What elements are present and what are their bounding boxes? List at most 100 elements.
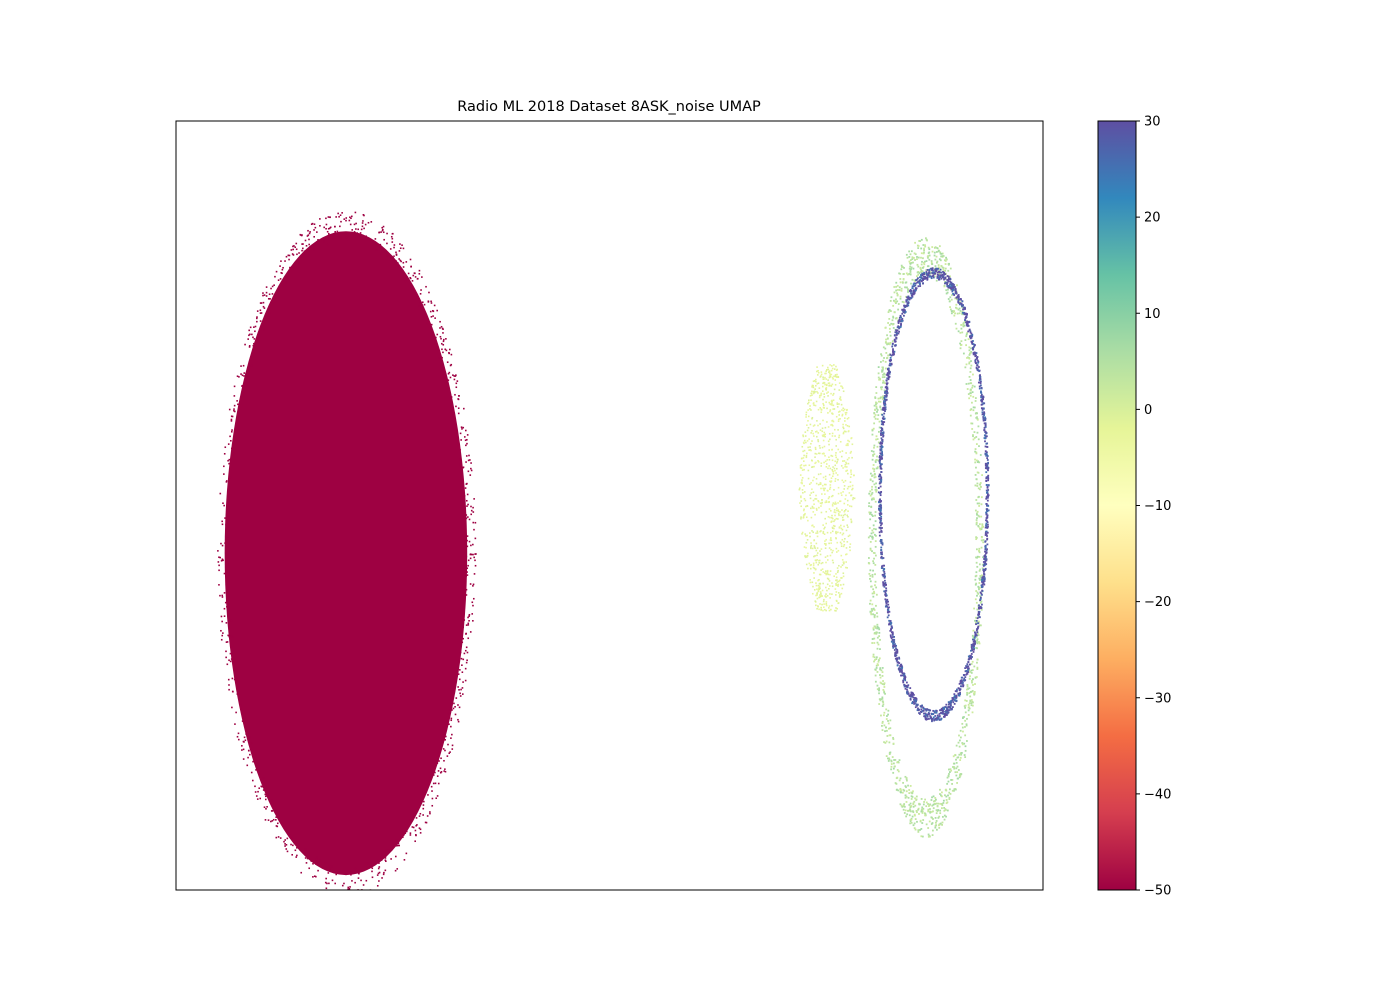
data-point — [910, 805, 913, 807]
data-point — [439, 335, 442, 338]
data-point — [359, 892, 361, 894]
data-point — [337, 212, 339, 215]
data-point — [805, 505, 807, 508]
data-point — [876, 410, 878, 413]
data-point — [809, 423, 812, 426]
data-point — [819, 573, 822, 576]
data-point — [835, 503, 837, 505]
data-point — [431, 804, 434, 807]
data-point — [348, 887, 351, 890]
data-point — [910, 821, 913, 824]
data-point — [924, 708, 927, 711]
data-point — [968, 397, 971, 400]
data-point — [909, 802, 912, 805]
data-point — [945, 256, 947, 259]
data-point — [846, 418, 849, 420]
data-point — [908, 789, 911, 791]
data-point — [818, 452, 820, 455]
data-point — [873, 660, 875, 663]
data-point — [985, 476, 988, 479]
data-point — [972, 395, 975, 398]
data-point — [270, 820, 272, 823]
data-point — [957, 295, 959, 297]
data-point — [819, 587, 821, 589]
data-point — [301, 249, 303, 252]
data-point — [811, 581, 814, 584]
data-point — [835, 376, 838, 378]
data-point — [437, 782, 440, 785]
data-point — [842, 427, 845, 430]
data-point — [984, 417, 987, 420]
data-point — [418, 272, 421, 275]
data-point — [977, 514, 980, 517]
data-point — [838, 397, 841, 400]
data-point — [398, 258, 400, 260]
data-point — [904, 286, 906, 289]
data-point — [892, 642, 895, 645]
data-point — [830, 369, 833, 372]
data-point — [817, 500, 820, 503]
data-point — [844, 465, 846, 468]
data-point — [915, 798, 918, 801]
data-point — [930, 260, 933, 262]
data-point — [974, 400, 977, 402]
data-point — [250, 742, 252, 745]
data-point — [472, 619, 474, 622]
data-point — [963, 705, 966, 707]
data-point — [942, 255, 945, 257]
data-point — [982, 395, 985, 398]
data-point — [286, 837, 289, 840]
data-point — [962, 311, 964, 314]
data-point — [808, 449, 810, 451]
data-point — [970, 408, 973, 411]
data-point — [804, 499, 807, 502]
data-point — [457, 398, 460, 401]
data-point — [231, 659, 234, 662]
data-point — [885, 708, 888, 711]
data-point — [970, 646, 973, 649]
data-point — [822, 402, 824, 405]
data-point — [874, 514, 877, 517]
data-point — [470, 513, 473, 516]
data-point — [813, 503, 815, 506]
data-point — [431, 790, 433, 792]
data-point — [929, 810, 931, 813]
data-point — [256, 320, 258, 323]
data-point — [303, 250, 306, 253]
data-point — [981, 536, 983, 539]
data-point — [841, 533, 844, 536]
data-point — [987, 489, 990, 491]
data-point — [809, 449, 811, 451]
data-point — [808, 483, 811, 486]
data-point — [457, 673, 460, 675]
data-point — [957, 308, 960, 311]
data-point — [803, 449, 806, 452]
data-point — [901, 320, 903, 322]
data-point — [984, 467, 987, 470]
data-point — [301, 234, 303, 236]
data-point — [831, 530, 834, 533]
data-point — [418, 305, 421, 307]
data-point — [903, 803, 906, 805]
data-point — [887, 377, 890, 380]
data-point — [959, 344, 962, 347]
data-point — [811, 416, 814, 419]
data-point — [880, 445, 883, 448]
data-point — [819, 423, 821, 425]
data-point — [244, 382, 247, 384]
data-point — [984, 464, 987, 467]
data-point — [332, 237, 335, 239]
data-point — [242, 758, 245, 760]
data-point — [931, 822, 934, 824]
data-point — [825, 378, 828, 380]
data-point — [840, 543, 843, 545]
data-point — [881, 442, 884, 445]
data-point — [812, 566, 815, 569]
data-point — [228, 408, 231, 411]
data-point — [810, 547, 812, 550]
data-point — [923, 275, 925, 278]
data-point — [879, 681, 882, 684]
data-point — [922, 706, 924, 709]
data-point — [920, 252, 923, 255]
data-point — [258, 787, 261, 790]
